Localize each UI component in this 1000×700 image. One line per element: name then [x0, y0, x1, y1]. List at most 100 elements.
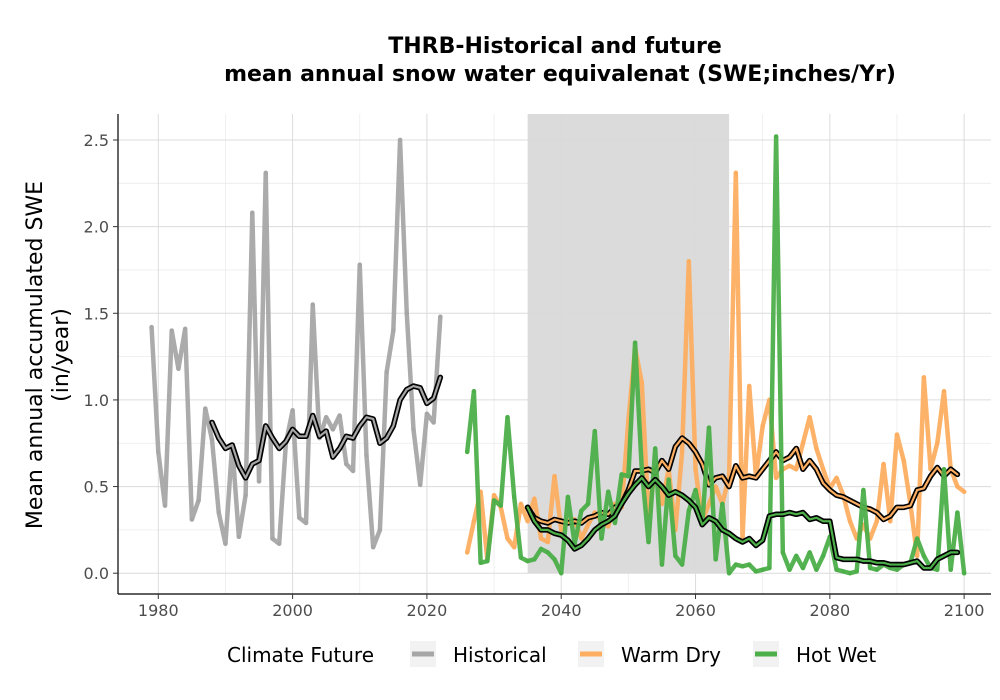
hot-wet-point [787, 567, 792, 572]
warm-dry-point [512, 545, 517, 550]
hot-wet-point [834, 567, 839, 572]
warm-dry-point [961, 489, 967, 494]
x-tick-label: 2020 [407, 601, 448, 620]
hot-wet-point [733, 562, 739, 567]
hot-wet-point [847, 571, 853, 576]
historical-point [344, 461, 349, 467]
historical-point [417, 482, 423, 488]
historical-point [236, 534, 242, 540]
historical-point [438, 314, 443, 319]
hot-wet-point [747, 562, 752, 567]
historical-trend-line [210, 376, 442, 479]
hot-wet-point [713, 557, 718, 562]
historical-point [330, 427, 336, 432]
warm-dry-point [794, 467, 799, 472]
historical-point [431, 420, 436, 425]
hot-wet-point [585, 501, 591, 507]
hot-wet-point [679, 562, 685, 567]
warm-dry-point [747, 383, 752, 389]
x-tick-label: 1980 [138, 601, 179, 620]
hot-wet-point [505, 415, 510, 420]
warm-dry-point [706, 501, 712, 507]
warm-dry-point [955, 484, 960, 489]
hot-wet-point [559, 571, 564, 576]
warm-dry-point [820, 467, 826, 472]
historical-point [397, 137, 403, 143]
hot-wet-point [948, 567, 953, 572]
hot-wet-point [726, 571, 732, 576]
historical-point [297, 515, 302, 520]
hot-wet-point [854, 569, 859, 574]
warm-dry-point [579, 536, 584, 541]
warm-dry-point [935, 441, 940, 446]
x-tick-label: 2060 [675, 601, 716, 620]
historical-point [391, 328, 396, 333]
historical-point [263, 170, 268, 176]
legend: Climate Future Historical Warm Dry Hot Wet [227, 641, 876, 667]
warm-dry-point [518, 501, 524, 507]
legend-label-warm-dry: Warm Dry [621, 643, 721, 667]
warm-dry-point [532, 496, 537, 501]
historical-point [176, 366, 181, 371]
historical-point [303, 520, 309, 526]
warm-dry-point [941, 389, 947, 394]
warm-dry-point [773, 475, 779, 481]
hot-wet-point [465, 449, 470, 455]
hot-wet-point [626, 473, 631, 479]
warm-dry-point [901, 458, 906, 463]
y-tick-label: 1.5 [84, 304, 109, 323]
warm-dry-point [894, 432, 900, 437]
hot-wet-point [532, 557, 537, 562]
hot-wet-point [841, 569, 846, 574]
y-tick-label: 1.0 [84, 391, 109, 410]
hot-wet-point [961, 571, 967, 576]
hot-wet-point [794, 553, 799, 559]
hot-wet-point [867, 565, 873, 571]
warm-dry-point [525, 519, 530, 524]
legend-label-hot-wet: Hot Wet [796, 643, 876, 667]
chart-title-line2: mean annual snow water equivalenat (SWE;… [224, 62, 896, 87]
y-axis-title-line1: Mean annual accumulated SWE [23, 181, 48, 529]
hot-wet-point [639, 467, 644, 472]
historical-point [357, 262, 362, 267]
warm-dry-point [733, 170, 739, 176]
historical-point [256, 479, 262, 484]
x-tick-label: 2040 [541, 601, 582, 620]
hot-wet-point [599, 536, 604, 541]
warm-dry-point [847, 519, 853, 524]
hot-wet-point [518, 555, 524, 560]
warm-dry-point [545, 539, 550, 545]
warm-dry-point [713, 484, 718, 489]
historical-point [370, 545, 376, 550]
hot-wet-point [861, 487, 866, 493]
x-tick-label: 2100 [944, 601, 985, 620]
historical-point [310, 302, 315, 307]
hot-wet-point [740, 564, 745, 569]
hot-wet-point [955, 510, 960, 515]
warm-dry-point [639, 380, 644, 385]
y-axis-title-line2: (in/year) [49, 308, 74, 402]
hot-wet-point [941, 467, 947, 472]
legend-label-historical: Historical [453, 643, 547, 667]
hot-wet-point [814, 567, 819, 572]
hot-wet-point [485, 558, 490, 564]
hot-wet-point [921, 553, 927, 559]
historical-point [216, 510, 221, 515]
hot-wet-point [673, 553, 678, 559]
hot-wet-point [666, 477, 671, 482]
hot-wet-point [538, 546, 544, 552]
hot-wet-point [646, 539, 651, 545]
warm-dry-point [807, 415, 812, 420]
hot-wet-point [773, 134, 779, 139]
hot-wet-point [552, 557, 557, 562]
hot-wet-point [471, 389, 477, 394]
historical-point [196, 498, 201, 503]
hot-wet-point [632, 340, 638, 345]
hot-wet-point [800, 565, 806, 571]
hot-wet-point [512, 494, 517, 500]
warm-dry-point [686, 259, 692, 264]
warm-dry-point [585, 522, 591, 527]
historical-point [149, 324, 154, 330]
warm-dry-point [921, 375, 927, 380]
hot-wet-point [874, 567, 880, 572]
